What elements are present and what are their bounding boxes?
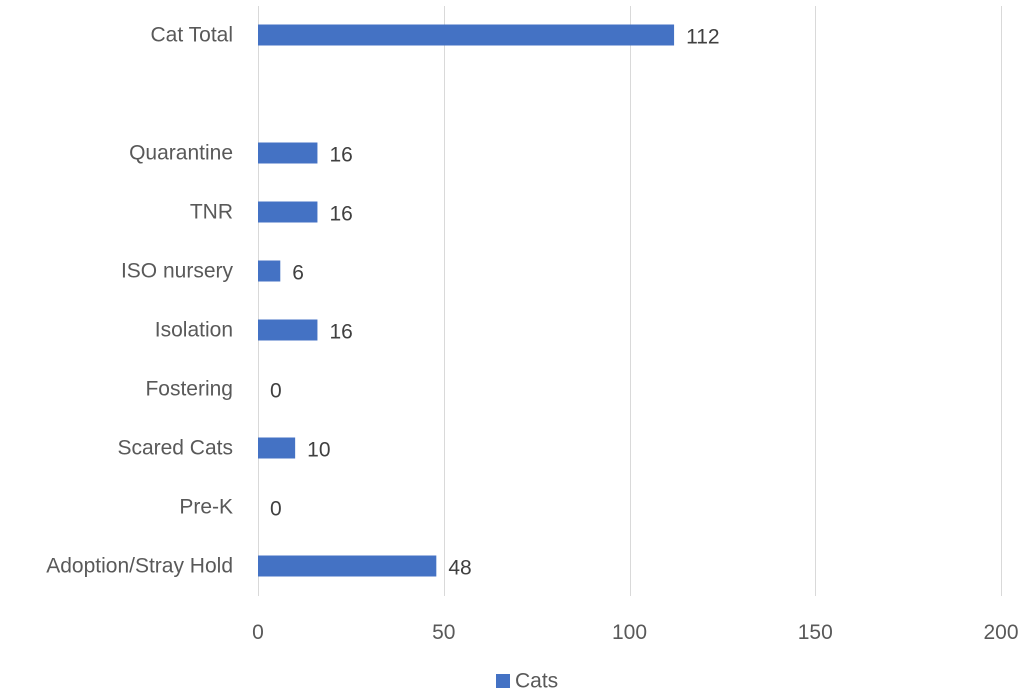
bar [258,437,296,459]
x-tick-label: 200 [983,621,1018,644]
bar [258,260,281,282]
x-tick-label: 100 [612,621,647,644]
category-label: Cat Total [151,24,234,47]
category-label: Adoption/Stray Hold [46,555,233,578]
data-label: 16 [329,203,352,226]
bar [258,201,318,223]
data-label: 16 [329,321,352,344]
data-label: 6 [292,262,304,285]
category-label: Scared Cats [117,437,233,460]
x-axis-tick-labels: 0 50 100 150 200 [252,621,1018,644]
data-label: 16 [329,144,352,167]
data-label: 10 [307,439,330,462]
data-label: 48 [448,557,471,580]
category-label: ISO nursery [121,260,234,283]
category-label: Fostering [145,378,233,401]
category-labels: Cat Total Quarantine TNR ISO nursery Isolati… [46,24,233,578]
category-label: Quarantine [129,142,233,165]
category-label: Pre-K [179,496,233,519]
data-label: 0 [270,498,282,521]
bar [258,319,318,341]
category-label: TNR [190,201,233,224]
category-label: Isolation [155,319,233,342]
data-labels: 112 16 16 6 16 0 10 0 48 [270,26,720,580]
bars [258,24,675,577]
x-tick-label: 150 [798,621,833,644]
x-tick-label: 0 [252,621,264,644]
gridlines [258,6,1002,596]
x-tick-label: 50 [432,621,455,644]
bar [258,24,675,46]
data-label: 0 [270,380,282,403]
bar [258,555,437,577]
legend: Cats [496,670,558,693]
data-label: 112 [686,26,719,49]
bar [258,142,318,164]
legend-label: Cats [515,670,558,693]
legend-swatch [496,674,510,688]
